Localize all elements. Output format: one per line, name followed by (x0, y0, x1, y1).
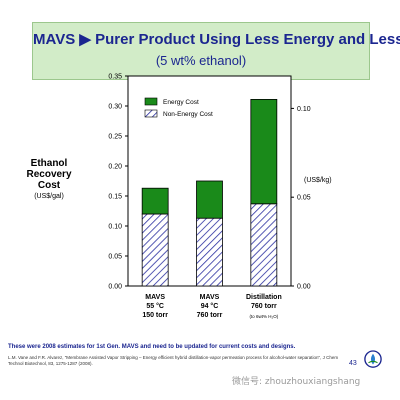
y-tick-label: 0.20 (108, 164, 122, 171)
x-category-label: Distillation (246, 294, 282, 301)
legend-label-non-energy-cost: Non-Energy Cost (163, 111, 213, 118)
y-tick-label: 0.30 (108, 104, 122, 111)
y2-tick-label: 0.00 (297, 284, 311, 291)
slide-number: 43 (349, 360, 357, 367)
footnote: These were 2008 estimates for 1st Gen. M… (8, 344, 296, 350)
bar-energy-cost-3 (250, 99, 278, 205)
title-mavs: MAVS (33, 31, 76, 48)
y2-tick-label: 0.10 (297, 106, 311, 113)
y-tick-label: 0.35 (108, 74, 122, 81)
title-arrow-icon: ▶ (79, 31, 91, 48)
bar-energy-cost-2 (196, 180, 223, 219)
legend-swatch-energy-cost (144, 97, 158, 106)
y-axis-label: Ethanol Recovery Cost (US$/gal) (14, 158, 84, 202)
y-tick-label: 0.10 (108, 224, 122, 231)
legend-label-energy-cost: Energy Cost (163, 99, 199, 106)
y2-tick-label: 0.05 (297, 195, 311, 202)
bar-non-energy-cost-1 (141, 213, 169, 287)
x-category-label: 760 torr (251, 303, 277, 310)
x-category-label: 55 °C (146, 302, 164, 310)
x-category-label: MAVS (200, 294, 220, 301)
x-category-label: 760 torr (197, 312, 223, 319)
y-tick-label: 0.25 (108, 134, 122, 141)
x-category-label: MAVS (145, 294, 165, 301)
title-rest: Purer Product Using Less Energy and Less… (95, 31, 400, 48)
title-banner: MAVS ▶ Purer Product Using Less Energy a… (32, 22, 400, 80)
slide-subtitle: (5 wt% ethanol) (155, 53, 247, 68)
y-axis-label-line-2: Recovery (26, 169, 72, 180)
x-category-label: 150 torr (142, 312, 168, 319)
x-category-label: 94 °C (201, 302, 219, 310)
y-tick-label: 0.00 (108, 284, 122, 291)
slide-title: MAVS ▶ Purer Product Using Less Energy a… (33, 30, 400, 48)
citation: L.M. Vane and F.R. Alvarez, "Membrane As… (8, 355, 339, 366)
legend-swatch-non-energy-cost (144, 109, 158, 118)
bar-non-energy-cost-2 (196, 217, 223, 287)
bar-non-energy-cost-3 (250, 203, 278, 287)
y-axis-label-line-1: Ethanol (30, 158, 68, 169)
bar-energy-cost-1 (141, 187, 169, 215)
y-tick-label: 0.05 (108, 254, 122, 261)
y-axis-unit: (US$/gal) (34, 193, 64, 200)
y-tick-label: 0.15 (108, 194, 122, 201)
x-category-note: (to 6wt% H₂O) (249, 314, 278, 319)
watermark: 微信号: zhouzhouxiangshang (232, 377, 361, 387)
epa-seal-icon (364, 350, 382, 368)
y2-axis-label: (US$/kg) (304, 177, 332, 184)
y-axis-label-line-3: Cost (37, 180, 61, 191)
